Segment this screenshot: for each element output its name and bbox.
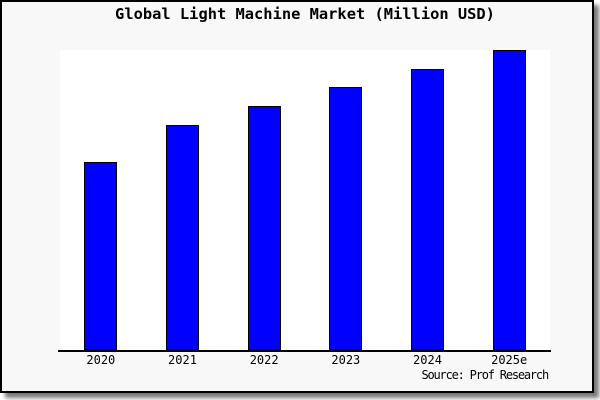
x-axis-line — [58, 350, 551, 352]
bar-2025e — [492, 50, 526, 350]
bar-2023 — [329, 87, 363, 350]
x-tick-label-2021: 2021 — [168, 352, 197, 367]
plot-area — [60, 50, 550, 350]
x-tick-label-2024: 2024 — [413, 352, 442, 367]
chart-title: Global Light Machine Market (Million USD… — [115, 5, 495, 23]
bar-2021 — [166, 125, 199, 350]
bar-2020 — [84, 162, 118, 350]
x-tick-label-2022: 2022 — [249, 352, 279, 367]
bar-2024 — [411, 69, 444, 350]
x-tick-label-2025e: 2025e — [491, 352, 528, 367]
source-note: Source: Prof Research — [421, 367, 549, 382]
x-tick-label-2023: 2023 — [331, 352, 361, 367]
x-tick-label-2020: 2020 — [86, 352, 116, 367]
bar-2022 — [247, 106, 281, 350]
